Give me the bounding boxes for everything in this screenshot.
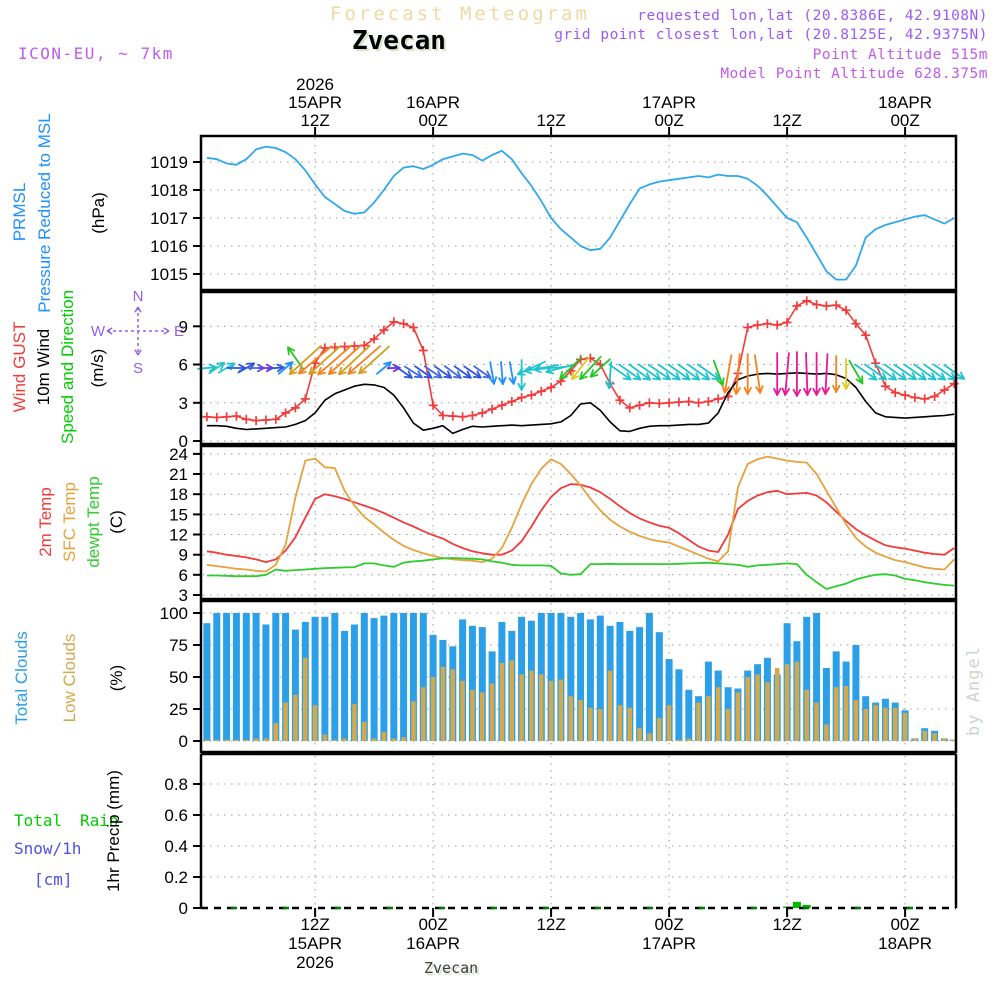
svg-text:9: 9 xyxy=(179,317,188,336)
precip-label-snow: Snow/1h xyxy=(14,839,82,858)
temp-axis-label-2m: 2m Temp xyxy=(36,487,55,557)
svg-text:0.2: 0.2 xyxy=(164,868,188,887)
svg-text:2026: 2026 xyxy=(296,75,334,94)
svg-text:6: 6 xyxy=(179,566,188,585)
svg-text:0.6: 0.6 xyxy=(164,806,188,825)
wind-axis-label-direction: Speed and Direction xyxy=(58,289,77,445)
pressure-axis-label-long: Pressure Reduced to MSL xyxy=(35,113,54,313)
svg-text:12Z: 12Z xyxy=(536,111,565,130)
svg-text:2026: 2026 xyxy=(296,953,334,972)
svg-text:50: 50 xyxy=(169,668,188,687)
svg-text:21: 21 xyxy=(169,465,188,484)
svg-text:16APR: 16APR xyxy=(406,93,460,112)
precip-axis-label: 1hr Precip (mm) xyxy=(104,770,123,892)
svg-text:12: 12 xyxy=(169,526,188,545)
meta-model-point-altitude: Model Point Altitude 628.375m xyxy=(720,66,988,82)
svg-text:17APR: 17APR xyxy=(642,934,696,953)
cloud-axis-label-total: Total Clouds xyxy=(12,631,31,725)
svg-text:15APR: 15APR xyxy=(288,93,342,112)
model-label: ICON-EU, ~ 7km xyxy=(18,44,174,63)
svg-text:18APR: 18APR xyxy=(878,93,932,112)
svg-text:0: 0 xyxy=(179,732,188,751)
svg-text:12Z: 12Z xyxy=(300,915,329,934)
svg-text:N: N xyxy=(133,288,144,305)
svg-text:00Z: 00Z xyxy=(890,111,919,130)
temp-axis-unit: (C) xyxy=(107,510,126,534)
wind-axis-label-10m: 10m Wind xyxy=(34,328,53,406)
precip-label-rain: Rain xyxy=(80,811,119,830)
watermark-by-angel: by Angel xyxy=(964,646,984,736)
temp-axis-label-dewpt: dewpt Temp xyxy=(84,476,103,568)
svg-text:25: 25 xyxy=(169,700,188,719)
svg-text:W: W xyxy=(91,323,106,340)
temp-axis-label-sfc: SFC Temp xyxy=(60,482,79,562)
svg-text:15: 15 xyxy=(169,505,188,524)
cloud-axis-unit: (%) xyxy=(107,664,126,692)
svg-text:17APR: 17APR xyxy=(642,93,696,112)
svg-text:00Z: 00Z xyxy=(654,915,683,934)
svg-text:24: 24 xyxy=(169,445,188,464)
svg-text:00Z: 00Z xyxy=(654,111,683,130)
svg-text:00Z: 00Z xyxy=(418,111,447,130)
svg-text:12Z: 12Z xyxy=(536,915,565,934)
meta-requested-lonlat: requested lon,lat (20.8386E, 42.9108N) xyxy=(637,8,988,24)
svg-text:12Z: 12Z xyxy=(772,915,801,934)
svg-text:00Z: 00Z xyxy=(418,915,447,934)
svg-text:75: 75 xyxy=(169,636,188,655)
wind-axis-label-gust: Wind GUST xyxy=(10,321,29,413)
svg-text:18: 18 xyxy=(169,485,188,504)
svg-text:3: 3 xyxy=(179,586,188,605)
svg-text:15APR: 15APR xyxy=(288,934,342,953)
pressure-axis-unit: (hPa) xyxy=(89,192,108,234)
svg-text:0: 0 xyxy=(179,899,188,918)
meta-point-altitude: Point Altitude 515m xyxy=(812,47,988,63)
svg-text:1016: 1016 xyxy=(150,237,188,256)
svg-text:00Z: 00Z xyxy=(890,915,919,934)
station-title: Zvecan xyxy=(352,26,446,56)
svg-text:12Z: 12Z xyxy=(300,111,329,130)
svg-text:9: 9 xyxy=(179,546,188,565)
svg-text:18APR: 18APR xyxy=(878,934,932,953)
svg-text:100: 100 xyxy=(160,604,188,623)
svg-text:3: 3 xyxy=(179,394,188,413)
svg-text:0.4: 0.4 xyxy=(164,837,188,856)
precip-label-cm: [cm] xyxy=(34,870,73,889)
svg-text:0.8: 0.8 xyxy=(164,775,188,794)
cloud-axis-label-low: Low Clouds xyxy=(60,633,79,723)
svg-text:12Z: 12Z xyxy=(772,111,801,130)
svg-text:1018: 1018 xyxy=(150,181,188,200)
page-title: Forecast Meteogram xyxy=(330,3,590,25)
svg-text:1019: 1019 xyxy=(150,153,188,172)
pressure-axis-label-prmsl: PRMSL xyxy=(10,182,29,242)
footer-station-name: Zvecan xyxy=(424,959,479,977)
wind-axis-unit: (m/s) xyxy=(88,348,107,388)
svg-text:S: S xyxy=(133,360,143,377)
svg-text:0: 0 xyxy=(179,432,188,451)
svg-text:E: E xyxy=(174,323,184,340)
svg-text:6: 6 xyxy=(179,356,188,375)
svg-text:1015: 1015 xyxy=(150,265,188,284)
meta-grid-point-lonlat: grid point closest lon,lat (20.8125E, 42… xyxy=(554,27,988,43)
precip-label-total: Total xyxy=(14,811,63,830)
svg-text:1017: 1017 xyxy=(150,209,188,228)
svg-text:16APR: 16APR xyxy=(406,934,460,953)
